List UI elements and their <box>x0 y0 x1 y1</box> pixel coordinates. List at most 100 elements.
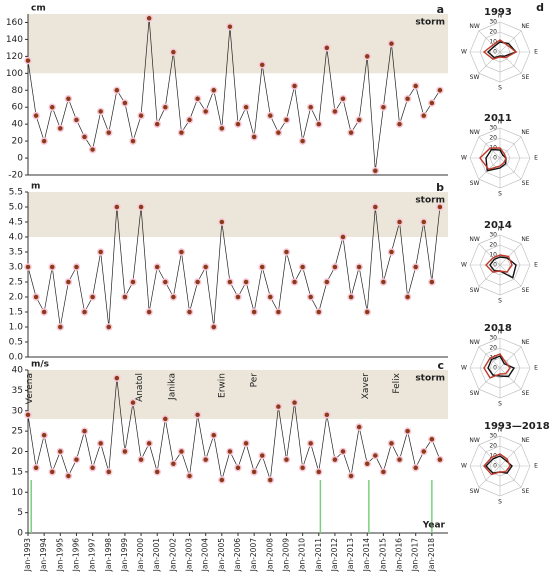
data-point <box>331 263 339 271</box>
y-tick-label: -20 <box>8 171 23 181</box>
data-point <box>88 145 97 154</box>
data-point <box>403 427 412 435</box>
x-tick-label: Jan-2015 <box>378 538 387 573</box>
x-tick-label: Jan-2010 <box>298 538 307 573</box>
series-line <box>27 378 441 481</box>
x-tick-label: Jan-2002 <box>168 538 177 573</box>
y-tick-label: 2.0 <box>9 293 24 303</box>
data-point <box>298 263 307 271</box>
storm-name: Verena <box>25 373 35 404</box>
data-point <box>56 447 65 456</box>
radar-spoke <box>499 157 522 180</box>
data-point <box>185 116 194 124</box>
data-point <box>48 263 56 271</box>
x-tick-label: Jan-2001 <box>152 538 161 573</box>
x-tick-label: Jan-2004 <box>201 538 210 573</box>
data-point <box>355 423 363 431</box>
radar-series <box>482 39 518 60</box>
direction-label: NE <box>521 129 529 136</box>
direction-label: NW <box>469 339 479 346</box>
radar-spoke <box>478 465 501 488</box>
radar-spoke <box>499 243 522 266</box>
direction-label: SE <box>522 488 530 495</box>
y-tick-label: 0.5 <box>9 338 23 348</box>
direction-label: NE <box>521 236 529 243</box>
data-point <box>347 472 355 480</box>
data-point <box>210 431 218 439</box>
direction-label: N <box>498 329 503 336</box>
radar-tick-label: 20 <box>489 443 497 450</box>
x-axis-label: Year <box>422 521 446 531</box>
radar-spoke <box>478 30 501 53</box>
data-point <box>347 293 355 301</box>
data-point <box>395 455 404 464</box>
panel-label: c <box>437 359 444 372</box>
y-tick-label: 40 <box>12 366 24 376</box>
data-point <box>32 111 40 120</box>
radar-tick-label: 30 <box>489 232 497 239</box>
storm-name: Erwin <box>217 373 227 398</box>
data-point <box>177 447 186 456</box>
data-point <box>436 203 444 211</box>
storm-name: Anatol <box>135 373 145 402</box>
data-point <box>250 308 258 316</box>
direction-label: E <box>534 262 538 269</box>
data-point <box>266 476 275 484</box>
data-point <box>411 263 420 271</box>
data-point <box>80 133 89 141</box>
radar-tick-label: 10 <box>489 39 497 46</box>
data-point <box>193 278 202 286</box>
y-tick-label: 20 <box>12 447 24 457</box>
data-point <box>234 120 242 128</box>
unit-label: m <box>31 182 40 192</box>
data-point <box>315 120 323 128</box>
direction-label: SE <box>522 180 530 187</box>
data-point <box>323 411 331 419</box>
data-point <box>177 128 186 137</box>
data-point <box>48 103 56 111</box>
data-point <box>298 464 307 472</box>
x-tick-label: Jan-1996 <box>71 538 80 573</box>
y-tick-label: 20 <box>12 137 24 147</box>
radar-tick-label: 30 <box>489 433 497 440</box>
data-point <box>72 263 81 271</box>
data-point <box>113 86 121 95</box>
storm-band <box>28 370 448 419</box>
x-tick-label: Jan-1995 <box>55 538 64 573</box>
x-tick-label: Jan-2017 <box>411 538 420 573</box>
direction-label: E <box>534 365 538 372</box>
data-point <box>420 111 428 120</box>
y-tick-label: 3.0 <box>9 263 24 273</box>
data-point <box>258 263 266 271</box>
y-tick-label: 0.0 <box>9 353 24 363</box>
data-point <box>161 103 170 111</box>
radar-spoke <box>499 136 522 159</box>
data-point <box>121 99 129 107</box>
radar-spoke <box>499 465 522 488</box>
data-point <box>145 439 153 448</box>
data-point <box>315 308 323 316</box>
y-tick-label: 3.5 <box>9 248 23 258</box>
radar-series <box>483 453 511 476</box>
y-tick-label: 30 <box>12 406 24 416</box>
data-point <box>64 278 73 286</box>
data-point <box>282 248 291 256</box>
radar-title: 1993 <box>484 7 512 18</box>
data-point <box>64 94 73 103</box>
data-point <box>242 103 250 111</box>
direction-label: SE <box>522 74 530 81</box>
data-point <box>48 468 56 476</box>
x-tick-label: Jan-1998 <box>104 538 113 573</box>
data-point <box>379 468 388 476</box>
data-point <box>201 107 210 116</box>
direction-label: SW <box>470 74 480 81</box>
y-tick-label: 4.5 <box>9 218 23 228</box>
data-point <box>105 468 113 476</box>
direction-label: S <box>498 298 502 305</box>
direction-label: SW <box>470 390 480 397</box>
radar-spoke <box>478 367 501 390</box>
data-point <box>72 116 81 124</box>
radar-series <box>485 148 507 172</box>
data-point <box>420 218 428 226</box>
